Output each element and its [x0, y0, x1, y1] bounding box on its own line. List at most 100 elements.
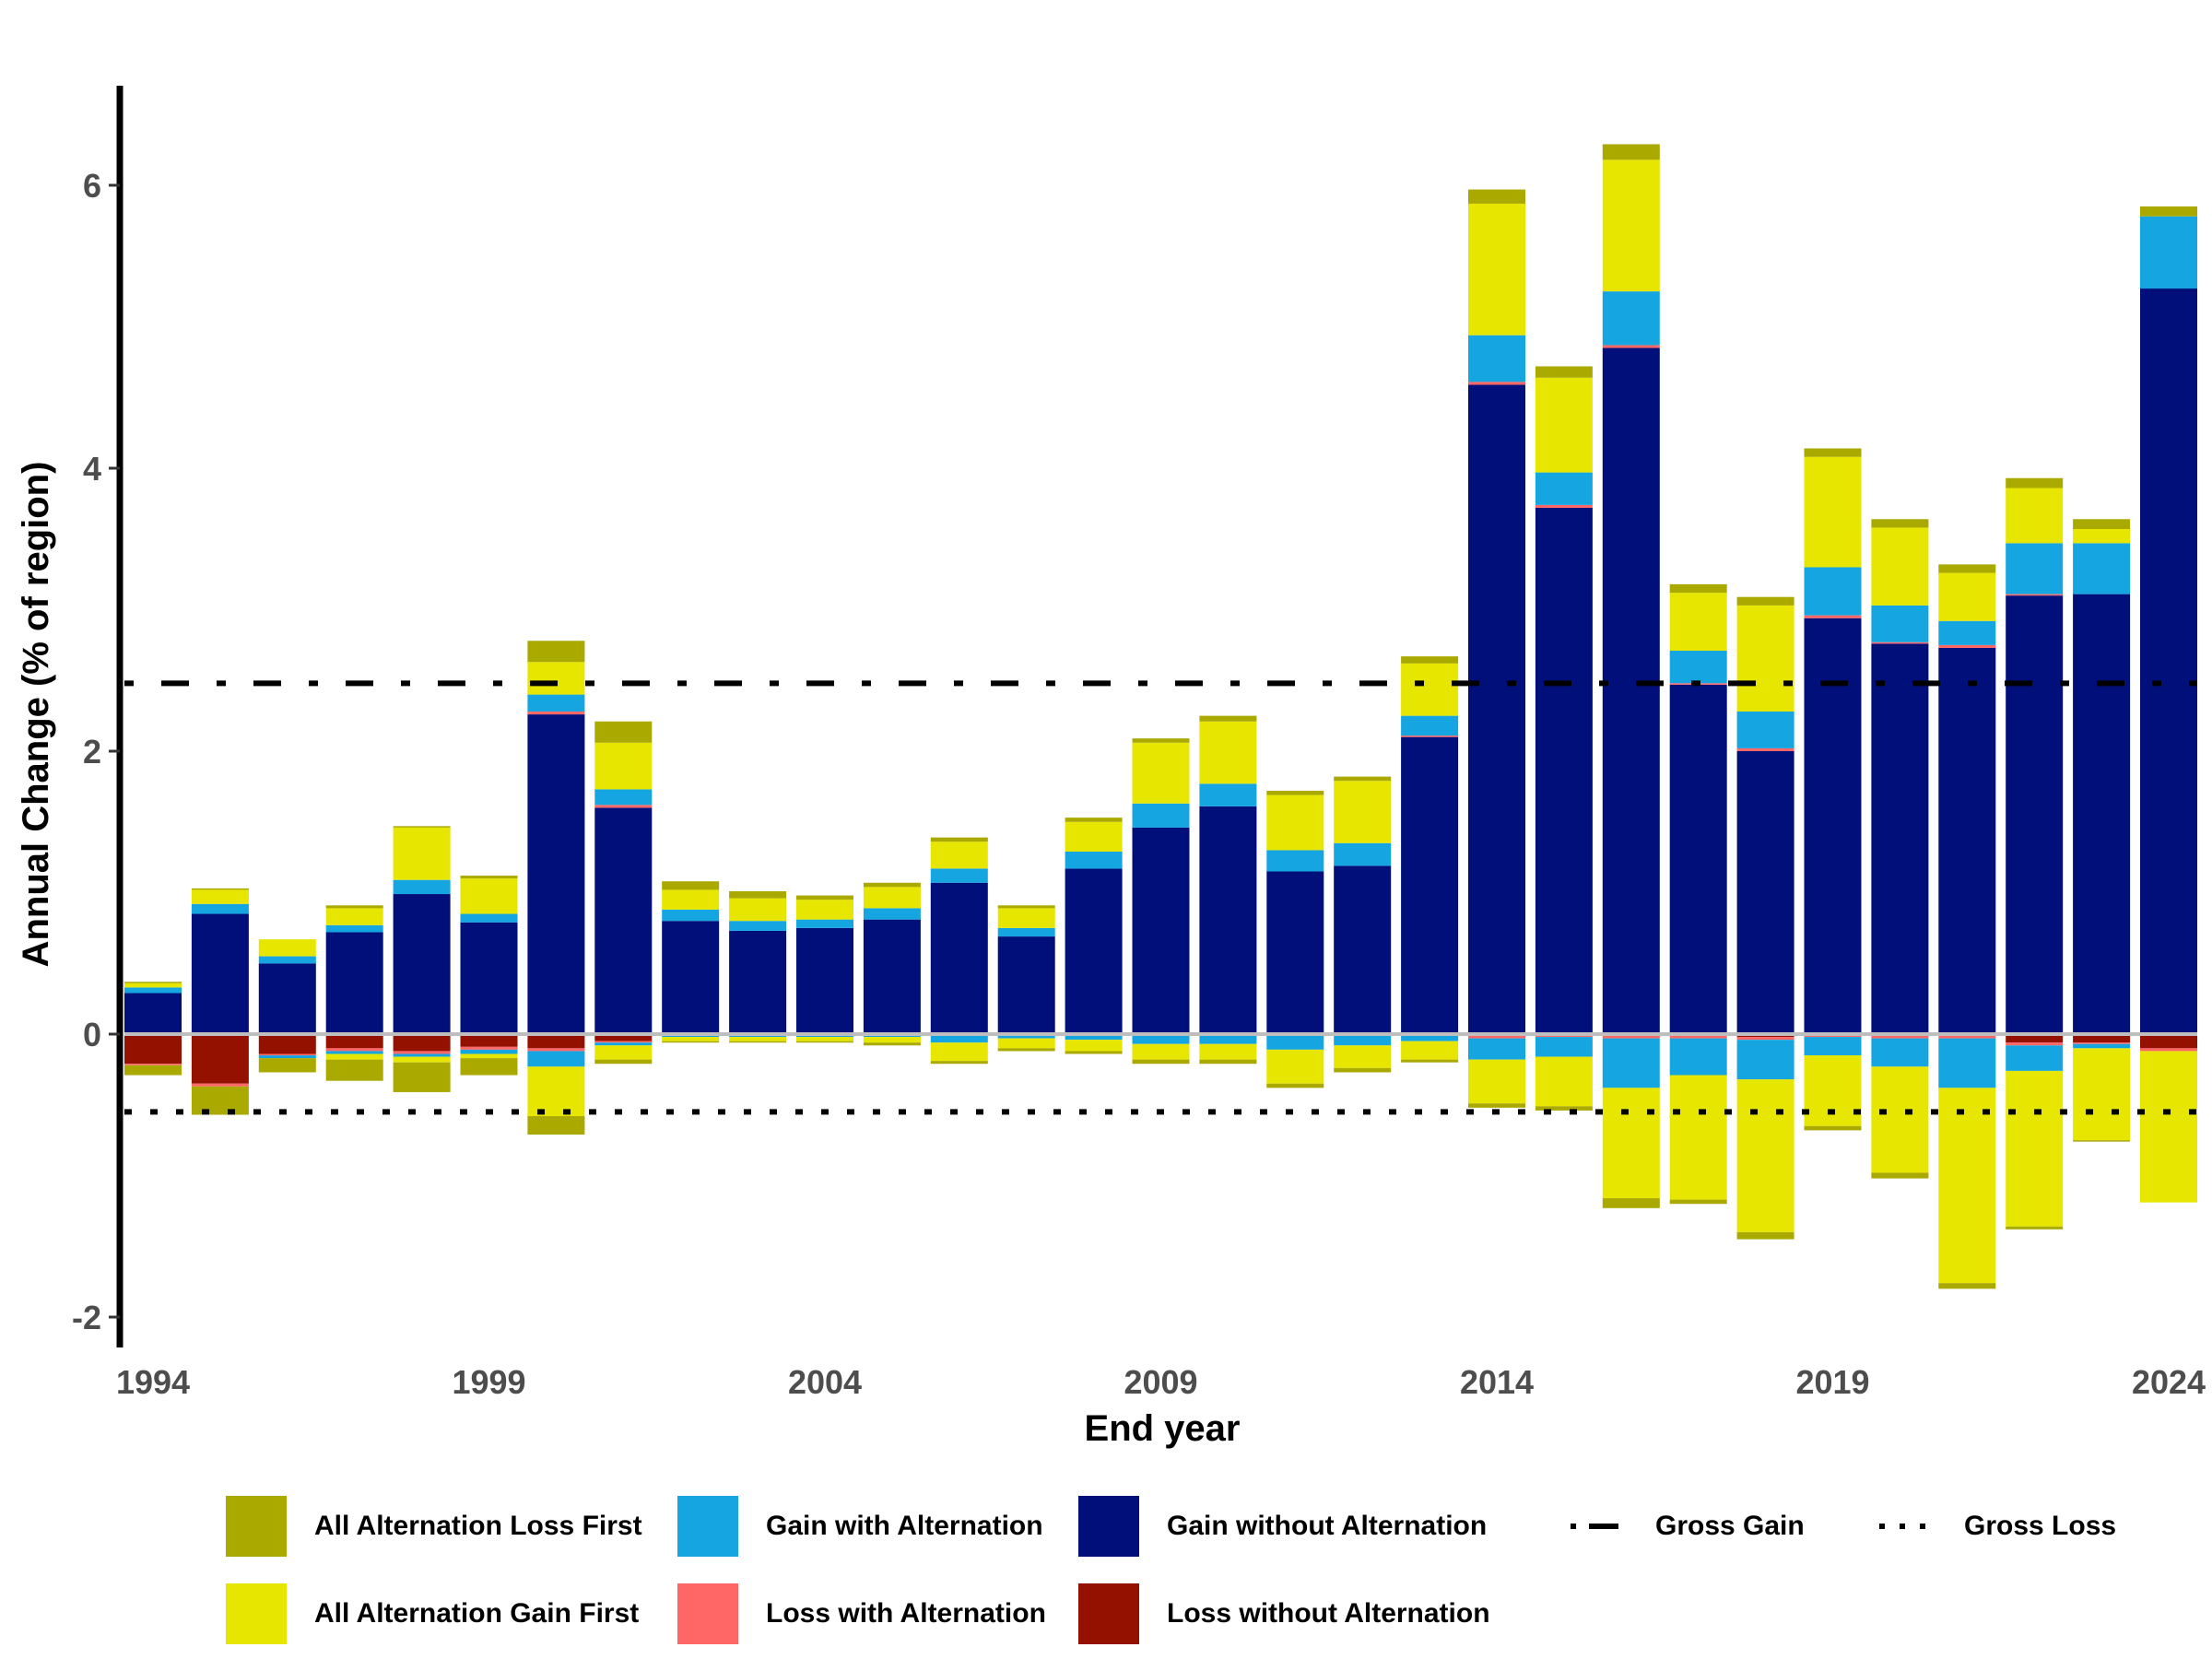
bar-segment-gain-without-alternation-1995 [191, 913, 249, 1034]
bar-segment-all-alternation-gain-first-1999 [460, 878, 518, 914]
bar-segment-neg-all-alternation-loss-first-2007 [997, 1048, 1055, 1052]
bar-segment-all-alternation-loss-first-2024 [2140, 206, 2197, 217]
bar-segment-all-alternation-loss-first-2013 [1401, 656, 1459, 664]
bar-segment-neg-all-alternation-gain-first-2013 [1401, 1041, 1459, 1060]
bar-segment-gain-without-alternation-2017 [1669, 684, 1727, 1034]
bar-segment-loss-with-alternation-2019 [1804, 615, 1862, 618]
bar-segment-all-alternation-gain-first-2023 [2073, 529, 2131, 544]
bar-segment-neg-all-alternation-loss-first-1997 [325, 1059, 383, 1081]
legend-label: Gross Gain [1655, 1511, 1805, 1541]
legend-item-loss-with-alternation: Loss with Alternation [677, 1583, 1046, 1645]
bar-segment-all-alternation-loss-first-2020 [1871, 519, 1929, 528]
bar-segment-gain-with-alternation-2013 [1401, 715, 1459, 736]
bar-segment-neg-loss-with-alternation-2024 [2140, 1048, 2197, 1052]
bar-segment-gain-without-alternation-2005 [863, 919, 921, 1034]
bar-segment-neg-all-alternation-gain-first-2010 [1199, 1043, 1257, 1060]
bar-segment-gain-without-alternation-2007 [997, 936, 1055, 1034]
bar-segment-gain-with-alternation-2014 [1468, 335, 1525, 382]
bar-segment-neg-loss-without-alternation-2001 [594, 1034, 653, 1041]
bar-segment-all-alternation-gain-first-2009 [1132, 742, 1190, 804]
bar-segment-neg-loss-with-alternation-2016 [1602, 1035, 1660, 1039]
bar-segment-neg-all-alternation-gain-first-2022 [2006, 1070, 2064, 1227]
bar-segment-gain-without-alternation-1997 [325, 932, 383, 1034]
bar-segment-neg-loss-without-alternation-1995 [191, 1034, 249, 1084]
bar-segment-neg-all-alternation-loss-first-2012 [1334, 1067, 1392, 1073]
bar-segment-neg-all-alternation-loss-first-2017 [1669, 1199, 1727, 1205]
bar-segment-neg-all-alternation-loss-first-2011 [1266, 1083, 1324, 1088]
bar-segment-gain-with-alternation-2003 [729, 921, 787, 931]
bar-segment-neg-all-alternation-gain-first-2003 [729, 1037, 787, 1041]
bar-segment-all-alternation-loss-first-2021 [1938, 564, 1996, 573]
legend-swatch-darkred [1078, 1583, 1139, 1644]
bar-segment-all-alternation-gain-first-2008 [1065, 821, 1123, 852]
bar-segment-gain-with-alternation-1997 [325, 924, 383, 933]
bar-segment-neg-gain-with-alternation-2015 [1535, 1037, 1593, 1057]
bar-segment-all-alternation-gain-first-2001 [594, 742, 653, 790]
bar-segment-neg-all-alternation-loss-first-2000 [527, 1116, 585, 1135]
y-axis-title: Annual Change (% of region) [16, 462, 56, 968]
legend-label: All Alternation Gain First [314, 1598, 640, 1629]
bar-segment-all-alternation-gain-first-2013 [1401, 663, 1459, 716]
bar-segment-all-alternation-gain-first-2011 [1266, 794, 1324, 851]
bar-segment-all-alternation-loss-first-2014 [1468, 189, 1525, 204]
bar-segment-neg-gain-with-alternation-2002 [662, 1035, 720, 1038]
bar-segment-gain-without-alternation-2003 [729, 930, 787, 1034]
bar-segment-neg-gain-with-alternation-2005 [863, 1035, 921, 1038]
bar-segment-neg-all-alternation-gain-first-2015 [1535, 1056, 1593, 1107]
bar-segment-neg-all-alternation-loss-first-2022 [2006, 1226, 2064, 1230]
bar-segment-neg-loss-with-alternation-2020 [1871, 1035, 1929, 1039]
bar-segment-gain-with-alternation-2024 [2140, 216, 2197, 289]
bar-segment-all-alternation-loss-first-2009 [1132, 738, 1190, 743]
bar-segment-gain-without-alternation-2024 [2140, 288, 2197, 1034]
bar-segment-gain-with-alternation-1999 [460, 913, 518, 923]
bar-segment-all-alternation-loss-first-1998 [393, 826, 451, 828]
bar-segment-all-alternation-loss-first-2006 [930, 837, 988, 842]
bar-segment-neg-loss-with-alternation-2018 [1736, 1037, 1794, 1041]
bar-segment-gain-with-alternation-2007 [997, 927, 1055, 937]
bar-segment-all-alternation-loss-first-2011 [1266, 790, 1324, 795]
bar-segment-neg-loss-with-alternation-1995 [191, 1083, 249, 1087]
bar-segment-gain-without-alternation-2018 [1736, 751, 1794, 1034]
bar-segment-gain-with-alternation-2008 [1065, 851, 1123, 869]
bar-segment-neg-all-alternation-gain-first-2016 [1602, 1088, 1660, 1199]
bar-segment-neg-all-alternation-gain-first-2000 [527, 1066, 585, 1117]
bar-segment-all-alternation-loss-first-2018 [1736, 596, 1794, 606]
bar-segment-neg-gain-with-alternation-2001 [594, 1042, 653, 1046]
bar-segment-neg-gain-with-alternation-2008 [1065, 1035, 1123, 1041]
bar-segment-neg-all-alternation-loss-first-2004 [796, 1041, 853, 1043]
x-axis-title: End year [1085, 1408, 1241, 1449]
bar-segment-neg-all-alternation-loss-first-2006 [930, 1061, 988, 1065]
bar-segment-gain-with-alternation-1998 [393, 879, 451, 895]
bar-segment-all-alternation-gain-first-1994 [124, 982, 182, 988]
bar-segment-gain-without-alternation-2010 [1199, 806, 1257, 1034]
bar-segment-gain-with-alternation-2015 [1535, 472, 1593, 505]
bar-segment-neg-loss-without-alternation-1998 [393, 1034, 451, 1052]
legend-swatch-yellow [226, 1583, 287, 1644]
bar-segment-neg-all-alternation-gain-first-2021 [1938, 1088, 1996, 1284]
bar-segment-neg-gain-with-alternation-2013 [1401, 1035, 1459, 1041]
bar-segment-all-alternation-gain-first-2018 [1736, 605, 1794, 712]
bar-segment-gain-without-alternation-2019 [1804, 618, 1862, 1034]
bar-segment-all-alternation-gain-first-2021 [1938, 572, 1996, 621]
bar-segment-loss-with-alternation-2001 [594, 805, 653, 808]
x-tick-label: 1994 [116, 1363, 190, 1401]
bar-segment-neg-all-alternation-gain-first-2006 [930, 1042, 988, 1062]
bar-segment-all-alternation-loss-first-2023 [2073, 519, 2131, 530]
bar-segment-neg-loss-with-alternation-2022 [2006, 1042, 2064, 1046]
legend-label: Loss with Alternation [766, 1598, 1046, 1629]
bar-segment-neg-loss-without-alternation-2000 [527, 1034, 585, 1049]
bar-segment-all-alternation-gain-first-2006 [930, 841, 988, 869]
bar-segment-neg-gain-with-alternation-1999 [460, 1049, 518, 1054]
bar-segment-neg-all-alternation-loss-first-2021 [1938, 1283, 1996, 1289]
legend-label: Gross Loss [1964, 1511, 2117, 1541]
bar-segment-all-alternation-loss-first-2015 [1535, 366, 1593, 378]
bar-segment-gain-without-alternation-2002 [662, 921, 720, 1034]
bar-segment-all-alternation-loss-first-1994 [124, 982, 182, 983]
bar-segment-gain-with-alternation-2001 [594, 789, 653, 806]
bar-segment-gain-with-alternation-2022 [2006, 543, 2064, 594]
y-ticks: -2 0 2 4 6 [72, 167, 120, 1336]
bar-segment-all-alternation-loss-first-2017 [1669, 583, 1727, 594]
bar-segment-all-alternation-gain-first-2000 [527, 662, 585, 695]
bar-segment-neg-gain-with-alternation-2018 [1736, 1040, 1794, 1080]
bar-segment-all-alternation-loss-first-2019 [1804, 448, 1862, 457]
